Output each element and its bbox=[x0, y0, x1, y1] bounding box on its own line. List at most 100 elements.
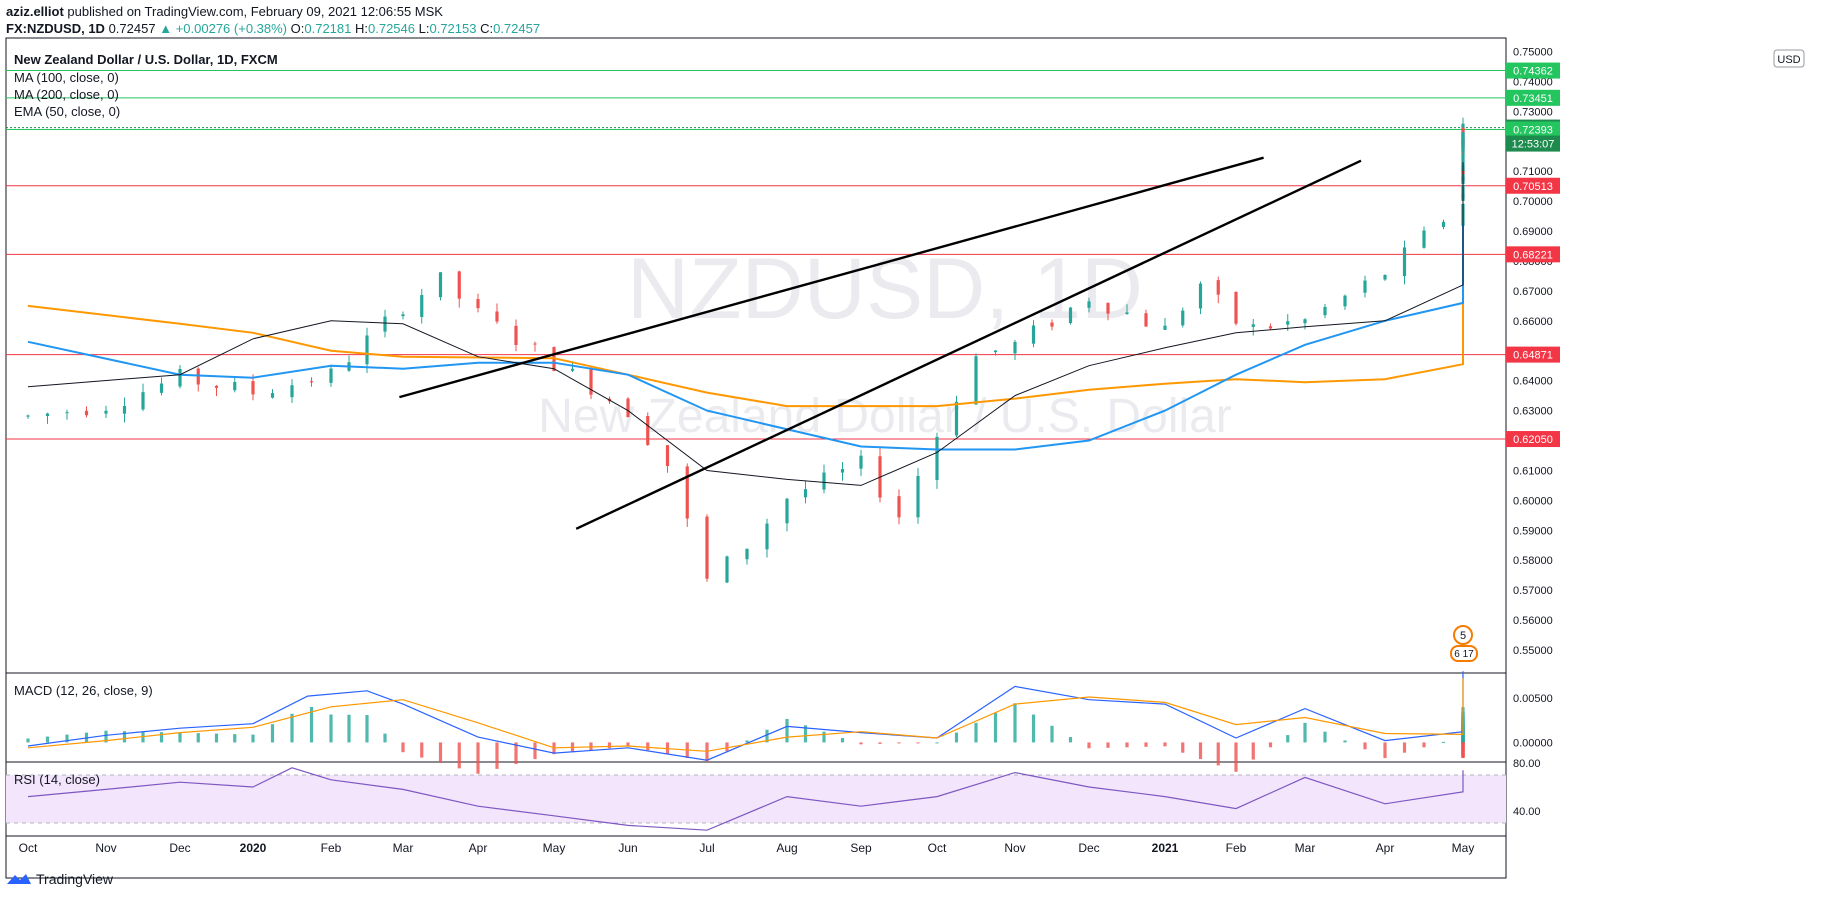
time-tick: Mar bbox=[393, 841, 414, 855]
price-tick: 0.67000 bbox=[1513, 286, 1553, 298]
watermark-name: New Zealand Dollar / U.S. Dollar bbox=[538, 390, 1232, 443]
currency-badge[interactable] bbox=[1773, 49, 1805, 68]
legend-rsi[interactable]: RSI (14, close) bbox=[14, 772, 100, 787]
watermark-symbol: NZDUSD, 1D bbox=[627, 241, 1143, 337]
macd-bar bbox=[1286, 735, 1290, 743]
price-tick: 0.73000 bbox=[1513, 106, 1553, 118]
candle-body bbox=[1031, 325, 1036, 344]
candle-body bbox=[1050, 322, 1054, 327]
macd-bar bbox=[533, 742, 537, 760]
candle-body bbox=[495, 311, 499, 322]
macd-bar bbox=[1303, 722, 1307, 743]
event-badge-1[interactable] bbox=[1453, 625, 1473, 645]
macd-bar bbox=[803, 725, 808, 743]
macd-bar bbox=[725, 742, 729, 752]
ma200-line bbox=[27, 289, 1464, 408]
trendline[interactable] bbox=[575, 159, 1362, 530]
macd-bar bbox=[1068, 737, 1073, 743]
rsi-band bbox=[6, 775, 1506, 823]
macd-bar bbox=[476, 742, 480, 774]
macd-bar bbox=[822, 731, 826, 743]
candle-body bbox=[533, 343, 537, 345]
price-tick: 0.57000 bbox=[1513, 585, 1553, 597]
macd-bar bbox=[916, 742, 920, 744]
candle-body bbox=[214, 385, 219, 388]
macd-bar bbox=[1383, 742, 1387, 759]
macd-bar bbox=[1163, 742, 1167, 747]
candle-body bbox=[270, 393, 275, 398]
candles bbox=[26, 117, 1465, 584]
price-tick: 0.74000 bbox=[1513, 76, 1553, 88]
time-tick: Feb bbox=[321, 841, 342, 855]
legend-ma100[interactable]: MA (100, close, 0) bbox=[14, 70, 119, 85]
macd-bar bbox=[401, 742, 405, 753]
level-label-bg bbox=[1506, 62, 1560, 79]
candle-body bbox=[974, 356, 978, 405]
candle-body bbox=[476, 299, 480, 309]
candle-body bbox=[725, 556, 729, 583]
candle-body bbox=[514, 325, 518, 345]
macd-tick: 0.00500 bbox=[1513, 693, 1553, 705]
candle-body bbox=[705, 516, 709, 579]
macd-signal-line bbox=[27, 678, 1464, 752]
close-value: 0.72457 bbox=[493, 21, 541, 36]
legend-ema50[interactable]: EMA (50, close, 0) bbox=[14, 104, 121, 119]
macd-bar bbox=[1031, 714, 1036, 743]
price-tick: 0.60000 bbox=[1513, 495, 1553, 507]
macd-bar bbox=[214, 733, 219, 743]
macd-bar bbox=[26, 738, 30, 743]
low-label: L: bbox=[418, 21, 430, 36]
candle-body bbox=[309, 381, 314, 383]
price-tick: 0.59000 bbox=[1513, 525, 1553, 537]
trendline[interactable] bbox=[399, 156, 1264, 399]
macd-bar bbox=[1087, 742, 1091, 749]
time-tick: Sep bbox=[850, 841, 872, 855]
macd-bar bbox=[1125, 742, 1129, 748]
level-label: 0.68221 bbox=[1513, 249, 1553, 261]
candle-body bbox=[840, 469, 845, 473]
candle-body bbox=[954, 401, 959, 436]
time-tick: May bbox=[543, 841, 566, 855]
macd-bar bbox=[270, 724, 275, 743]
candle-body bbox=[1144, 313, 1148, 327]
level-label: 0.64871 bbox=[1513, 350, 1553, 362]
macd-bar bbox=[290, 713, 294, 743]
macd-bar bbox=[420, 742, 424, 758]
candle-body bbox=[665, 445, 670, 467]
price-tick: 0.69000 bbox=[1513, 226, 1553, 238]
candle-body bbox=[646, 416, 650, 445]
open-value: 0.72181 bbox=[304, 21, 352, 36]
macd-bar bbox=[1422, 742, 1426, 748]
tradingview-brand[interactable]: TradingView bbox=[6, 871, 113, 887]
author-name[interactable]: aziz.elliot bbox=[6, 4, 64, 19]
candle-body bbox=[26, 415, 30, 417]
macd-bar bbox=[897, 742, 901, 744]
legend-macd[interactable]: MACD (12, 26, close, 9) bbox=[14, 683, 153, 698]
price-tick: 0.64000 bbox=[1513, 376, 1553, 388]
time-tick: Feb bbox=[1226, 841, 1247, 855]
level-label: 0.74362 bbox=[1513, 66, 1553, 78]
macd-bar bbox=[457, 742, 461, 769]
candle-body bbox=[1323, 306, 1327, 316]
time-tick: May bbox=[1452, 841, 1475, 855]
level-label-bg bbox=[1506, 89, 1560, 106]
candle-body bbox=[1068, 307, 1073, 324]
candle-body bbox=[1216, 280, 1220, 295]
macd-tick: 0.00000 bbox=[1513, 737, 1553, 749]
macd-bar bbox=[45, 736, 50, 743]
time-tick: Nov bbox=[1004, 841, 1025, 855]
candle-body bbox=[1303, 319, 1307, 324]
legend-ma200[interactable]: MA (200, close, 0) bbox=[14, 87, 119, 102]
time-tick: Dec bbox=[169, 841, 190, 855]
macd-bar bbox=[1013, 703, 1017, 743]
price-tick: 0.71000 bbox=[1513, 166, 1553, 178]
macd-bar bbox=[765, 729, 769, 743]
symbol-header: FX:NZDUSD, 1D 0.72457 ▲ +0.00276 (+0.38%… bbox=[6, 21, 540, 36]
candle-body bbox=[329, 368, 333, 383]
candle-body bbox=[45, 413, 50, 417]
macd-bar bbox=[438, 742, 443, 763]
candle-body bbox=[65, 412, 69, 414]
event-badge-2[interactable] bbox=[1450, 645, 1478, 662]
macd-bar bbox=[1363, 742, 1367, 750]
